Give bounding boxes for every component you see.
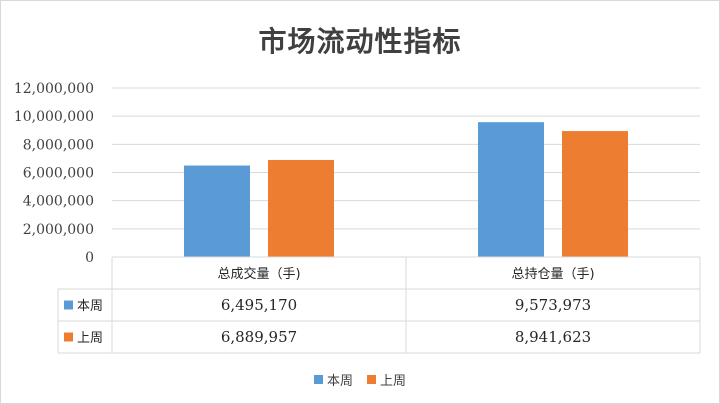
- bar: [478, 122, 544, 257]
- y-tick-label: 2,000,000: [23, 222, 94, 238]
- legend-swatch-series-1: [313, 375, 323, 384]
- bar: [562, 131, 628, 257]
- table-series-swatch: [64, 300, 73, 310]
- y-tick-label: 8,000,000: [23, 137, 94, 153]
- table-value: 8,941,623: [515, 328, 591, 346]
- table-value: 9,573,973: [515, 296, 591, 314]
- y-tick-label: 10,000,000: [14, 109, 94, 125]
- y-tick-label: 12,000,000: [14, 81, 94, 97]
- y-tick-label: 6,000,000: [23, 166, 94, 182]
- legend: 本周 上周: [0, 370, 720, 389]
- table-value: 6,495,170: [221, 296, 297, 314]
- legend-item-series-2: 上周: [367, 370, 406, 389]
- table-series-label: 本周: [77, 299, 103, 314]
- table-value: 6,889,957: [221, 328, 297, 346]
- legend-item-series-1: 本周: [313, 370, 353, 389]
- x-category-label: 总成交量（手): [217, 266, 300, 282]
- table-series-label: 上周: [77, 331, 103, 346]
- legend-label-series-1: 本周: [326, 374, 353, 389]
- x-category-label: 总持仓量（手): [511, 267, 594, 282]
- chart-title: 市场流动性指标: [258, 25, 462, 58]
- y-tick-label: 0: [85, 250, 94, 266]
- legend-swatch-series-2: [367, 375, 376, 384]
- bar: [268, 159, 334, 257]
- y-tick-label: 4,000,000: [23, 194, 94, 210]
- legend-label-series-2: 上周: [380, 374, 407, 389]
- table-series-swatch: [64, 332, 73, 342]
- bar: [184, 165, 250, 257]
